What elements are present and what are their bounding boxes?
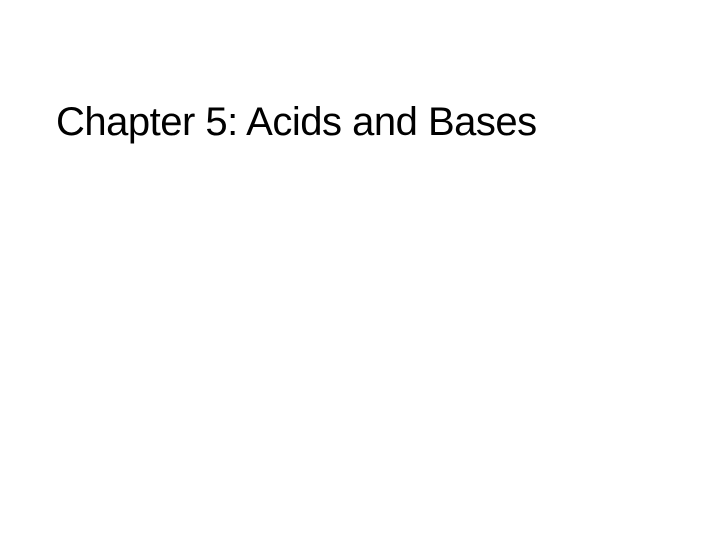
slide-title: Chapter 5: Acids and Bases [56, 100, 537, 145]
